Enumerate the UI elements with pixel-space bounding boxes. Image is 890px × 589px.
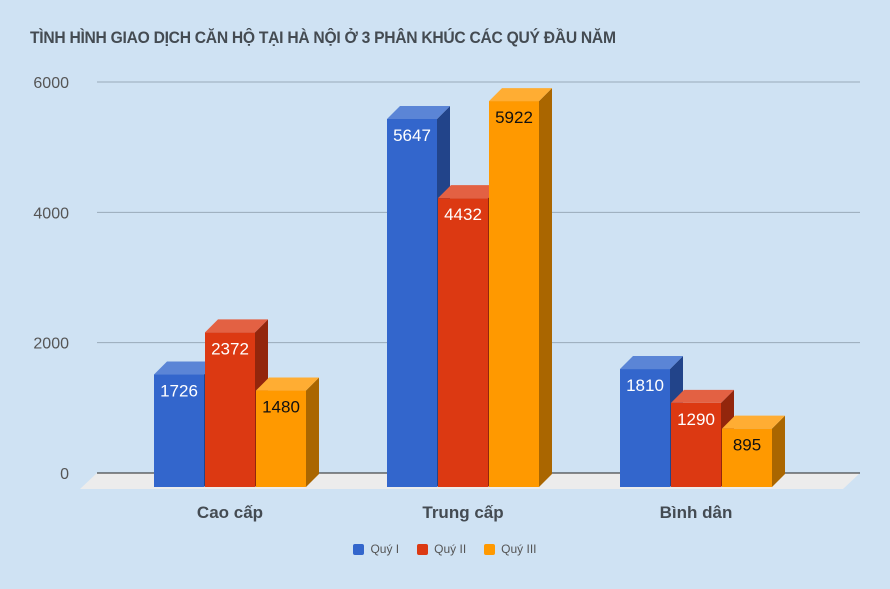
bar[interactable] <box>256 390 306 487</box>
bar-value-label: 1290 <box>677 410 715 429</box>
y-tick-label: 2000 <box>33 336 69 353</box>
bar-value-label: 1810 <box>626 376 664 395</box>
x-category-label: Cao cấp <box>197 503 263 522</box>
legend-label-q1: Quý I <box>370 542 400 556</box>
bar-value-label: 5922 <box>495 108 533 127</box>
bar-top <box>489 88 552 102</box>
bar-top <box>154 361 217 375</box>
y-tick-label: 0 <box>60 466 69 483</box>
bar-value-label: 2372 <box>211 339 249 358</box>
legend-item-q3[interactable]: Quý III <box>484 542 537 556</box>
bar-side <box>306 377 319 487</box>
x-category-label: Trung cấp <box>422 503 503 522</box>
legend-label-q3: Quý III <box>501 542 537 556</box>
legend-item-q2[interactable]: Quý II <box>417 542 466 556</box>
y-tick-label: 6000 <box>33 75 69 92</box>
y-tick-label: 4000 <box>33 205 69 222</box>
bar[interactable] <box>671 402 721 487</box>
legend-label-q2: Quý II <box>434 542 467 556</box>
bar-side <box>772 415 785 487</box>
bar[interactable] <box>154 374 204 487</box>
bar-top <box>438 185 501 199</box>
legend-swatch-q3 <box>484 543 496 555</box>
bar-value-label: 1726 <box>160 382 198 401</box>
bar-value-label: 5647 <box>393 126 431 145</box>
bar-top <box>256 377 319 391</box>
bar-value-label: 4432 <box>444 205 482 224</box>
legend-item-q1[interactable]: Quý I <box>353 542 399 556</box>
bar[interactable] <box>489 101 539 487</box>
bar[interactable] <box>722 428 772 487</box>
bar-top <box>722 415 785 429</box>
legend-swatch-q1 <box>353 543 365 555</box>
chart-title: TÌNH HÌNH GIAO DỊCH CĂN HỘ TẠI HÀ NỘI Ở … <box>30 28 616 47</box>
bar-top <box>620 356 683 370</box>
bar-top <box>671 389 734 403</box>
bar-top <box>205 319 268 333</box>
bar[interactable] <box>205 332 255 487</box>
legend: Quý I Quý II Quý III <box>0 542 890 556</box>
legend-swatch-q2 <box>417 543 429 555</box>
bar[interactable] <box>620 369 670 487</box>
bar[interactable] <box>387 119 437 487</box>
bar-value-label: 895 <box>733 436 761 455</box>
x-category-label: Bình dân <box>660 503 733 522</box>
bar[interactable] <box>438 198 488 487</box>
bar-value-label: 1480 <box>262 398 300 417</box>
bar-top <box>387 106 450 120</box>
bar-side <box>539 88 552 487</box>
